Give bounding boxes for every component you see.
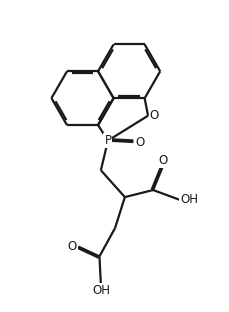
Text: O: O xyxy=(149,109,158,122)
Text: OH: OH xyxy=(179,193,197,207)
Text: O: O xyxy=(134,135,144,149)
Text: P: P xyxy=(104,134,111,147)
Text: O: O xyxy=(67,240,76,253)
Text: O: O xyxy=(158,154,167,168)
Text: OH: OH xyxy=(91,284,109,297)
